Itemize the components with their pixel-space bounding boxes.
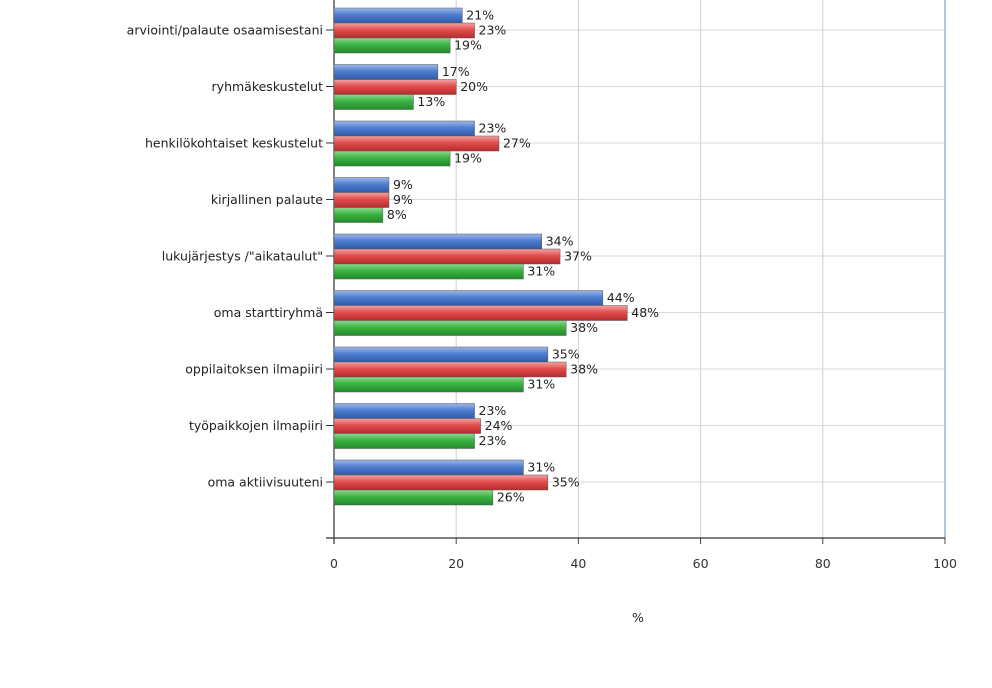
bar (333, 192, 390, 208)
category-label: oma aktiivisuuteni (208, 475, 323, 490)
bar (333, 403, 475, 419)
bar (333, 305, 628, 321)
bar (333, 177, 390, 193)
bar (333, 233, 542, 250)
bar (333, 248, 561, 265)
value-label: 38% (570, 362, 598, 377)
value-label: 24% (485, 418, 513, 433)
value-label: 17% (442, 64, 470, 79)
value-label: 19% (454, 38, 482, 53)
bar (333, 79, 457, 95)
bars (333, 7, 628, 506)
value-label: 27% (503, 136, 531, 151)
bar (333, 94, 414, 110)
labels: 0 20 40 60 80 100 arviointi/palaute osaamisest… (127, 8, 957, 572)
bar (333, 489, 494, 506)
bar (333, 346, 549, 363)
bar (333, 376, 524, 393)
category-label: henkilökohtaiset keskustelut (145, 136, 323, 151)
value-label: 13% (417, 94, 445, 109)
value-label: 19% (454, 151, 482, 166)
value-label: 21% (466, 8, 494, 23)
value-label: 23% (479, 433, 507, 448)
value-label: 34% (546, 234, 574, 249)
value-label: 8% (387, 207, 407, 222)
bar (333, 37, 451, 54)
value-label: 23% (479, 23, 507, 38)
bar (333, 22, 475, 39)
category-label: työpaikkojen ilmapiiri (189, 418, 323, 433)
bar (333, 120, 475, 137)
value-label: 48% (631, 305, 659, 320)
bar (333, 64, 439, 80)
category-label: arviointi/palaute osaamisestani (127, 23, 323, 38)
category-label: kirjallinen palaute (211, 192, 323, 207)
category-label: lukujärjestys /"aikataulut" (162, 249, 323, 264)
value-label: 31% (527, 460, 555, 475)
bar (333, 459, 524, 476)
x-axis-title: % (632, 610, 644, 625)
category-label: oma starttiryhmä (214, 305, 323, 320)
value-label: 26% (497, 490, 525, 505)
value-label: 38% (570, 320, 598, 335)
x-tick-label: 60 (693, 556, 709, 571)
category-label: oppilaitoksen ilmapiiri (185, 362, 323, 377)
bar (333, 290, 604, 306)
value-label: 35% (552, 475, 580, 490)
value-label: 35% (552, 347, 580, 362)
value-label: 20% (460, 79, 488, 94)
bar (333, 207, 384, 223)
bar (333, 135, 500, 152)
bar (333, 474, 549, 491)
x-tick-label: 20 (448, 556, 464, 571)
x-tick-label: 80 (815, 556, 831, 571)
bar (333, 361, 567, 378)
x-tick-label: 40 (570, 556, 586, 571)
bar (333, 433, 475, 449)
value-label: 9% (393, 192, 413, 207)
bar (333, 263, 524, 280)
category-label: ryhmäkeskustelut (212, 79, 324, 94)
value-label: 23% (479, 403, 507, 418)
x-tick-label: 0 (330, 556, 338, 571)
value-label: 37% (564, 249, 592, 264)
value-label: 44% (607, 290, 635, 305)
value-label: 23% (479, 121, 507, 136)
bar (333, 7, 463, 24)
bar (333, 320, 567, 336)
value-label: 31% (527, 377, 555, 392)
x-tick-label: 100 (933, 556, 957, 571)
bar (333, 150, 451, 167)
value-label: 31% (527, 264, 555, 279)
bar (333, 418, 481, 434)
value-label: 9% (393, 177, 413, 192)
